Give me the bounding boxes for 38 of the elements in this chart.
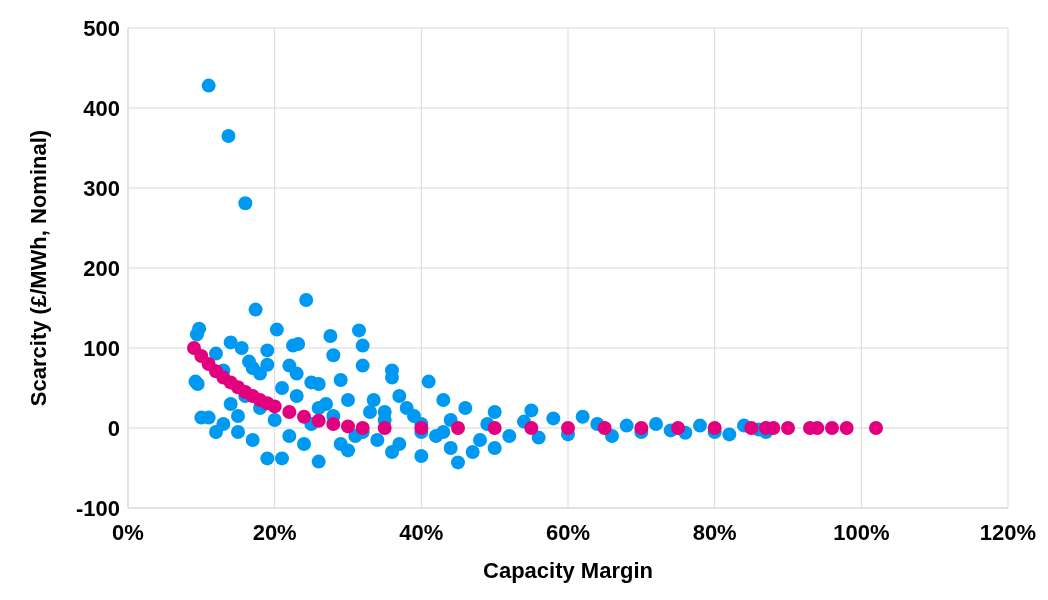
point xyxy=(524,421,539,435)
x-tick-label: 0% xyxy=(112,519,144,545)
y-tick-label: 300 xyxy=(83,175,120,201)
point xyxy=(634,421,649,435)
point xyxy=(744,421,759,435)
point xyxy=(297,409,311,424)
point xyxy=(561,421,575,435)
point xyxy=(671,421,685,435)
x-tick-label: 80% xyxy=(692,519,737,545)
x-axis-title: Capacity Margin xyxy=(483,558,653,583)
y-tick-label: 100 xyxy=(83,335,120,361)
y-tick-label: 0 xyxy=(107,415,120,441)
x-tick-label: 60% xyxy=(545,519,591,545)
point xyxy=(869,421,883,435)
x-tick-label: 100% xyxy=(833,519,890,545)
point xyxy=(414,421,429,435)
point xyxy=(707,421,722,435)
point xyxy=(355,421,370,435)
y-tick-label: -100 xyxy=(75,495,120,521)
x-tick-label: 120% xyxy=(979,519,1037,545)
point xyxy=(282,405,297,419)
point xyxy=(825,421,839,435)
point xyxy=(451,421,465,435)
point xyxy=(267,399,282,414)
point xyxy=(377,421,392,435)
point xyxy=(487,421,502,435)
point xyxy=(839,421,854,435)
y-tick-label: 500 xyxy=(83,15,120,41)
point xyxy=(311,413,326,428)
y-tick-label: 400 xyxy=(83,95,120,121)
point xyxy=(781,421,795,435)
x-tick-label: 20% xyxy=(252,519,297,545)
y-tick-label: 200 xyxy=(83,255,120,281)
point xyxy=(597,421,612,435)
y-axis-title: Scarcity (£/MWh, Nominal) xyxy=(25,129,51,407)
point xyxy=(326,417,341,431)
x-tick-label: 40% xyxy=(399,519,444,545)
point xyxy=(341,419,355,434)
